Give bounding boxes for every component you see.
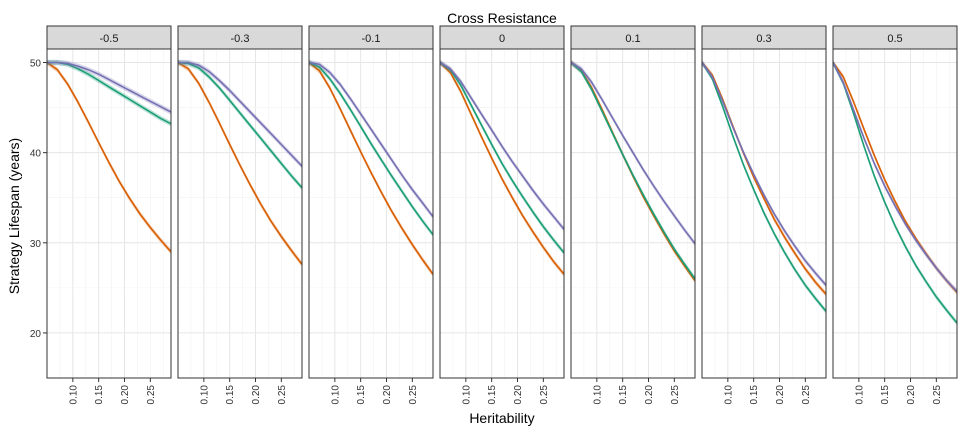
x-tick-label: 0.20: [120, 385, 131, 405]
facet-strip-label: 0.1: [625, 33, 640, 45]
panel-background: [309, 49, 433, 378]
panel-background: [47, 49, 171, 378]
series-line-green: [570, 61, 696, 280]
y-axis-title: Strategy Lifespan (years): [6, 138, 22, 294]
series-line-green: [832, 62, 958, 324]
grid-lines: [309, 49, 433, 379]
grid-lines: [47, 49, 171, 379]
grid-lines: [702, 49, 826, 379]
x-tick-label: 0.20: [906, 385, 917, 405]
series-line-purple: [832, 62, 958, 293]
series-line-purple: [570, 61, 696, 245]
panel-background: [571, 49, 695, 378]
panel-background: [440, 49, 564, 378]
x-tick-label: 0.20: [644, 385, 655, 405]
facet-panel: 0.3 0.10 0.15 0.20 0.25: [701, 25, 827, 405]
series-band-green: [309, 59, 433, 238]
grid-lines: [440, 49, 564, 379]
y-tick-label: 30: [30, 239, 42, 250]
facet-panel: 0.5 0.10 0.15 0.20 0.25: [832, 25, 958, 405]
x-tick-label: 0.25: [801, 385, 812, 405]
series-line-orange: [177, 61, 303, 265]
series-line-orange: [439, 61, 565, 275]
x-tick-label: 0.10: [461, 385, 472, 405]
x-tick-label: 0.15: [880, 385, 891, 405]
facet-strip-label: 0.5: [887, 33, 902, 45]
x-tick-label: 0.15: [749, 385, 760, 405]
x-tick-label: 0.25: [277, 385, 288, 405]
x-tick-label: 0.20: [775, 385, 786, 405]
chart-title: Cross Resistance: [447, 10, 557, 26]
facet-panel: -0.1 0.10 0.15 0.20 0.25: [308, 25, 434, 405]
series-line-purple: [47, 61, 172, 113]
panel-border: [701, 48, 827, 379]
series-line-green: [701, 62, 827, 312]
x-tick-label: 0.25: [408, 385, 419, 405]
facet-strip-label: 0.3: [756, 33, 771, 45]
x-tick-label: 0.25: [932, 385, 943, 405]
facet-strip-label: -0.3: [231, 33, 250, 45]
facet-strip-label: 0: [499, 33, 505, 45]
series-line-orange: [46, 61, 172, 253]
facet-panel: -0.3 0.10 0.15 0.20 0.25: [177, 25, 303, 405]
x-tick-label: 0.25: [670, 385, 681, 405]
facet-panel: 0 0.10 0.15 0.20 0.25: [439, 25, 565, 405]
y-tick-label: 20: [30, 329, 42, 340]
x-tick-label: 0.10: [592, 385, 603, 405]
series-line-green: [308, 61, 434, 236]
x-tick-label: 0.20: [251, 385, 262, 405]
x-tick-label: 0.10: [199, 385, 210, 405]
series-band-green: [571, 59, 695, 282]
series-line-green: [47, 61, 172, 125]
y-tick-label: 40: [30, 149, 42, 160]
x-tick-label: 0.10: [723, 385, 734, 405]
x-tick-label: 0.20: [382, 385, 393, 405]
x-tick-label: 0.15: [94, 385, 105, 405]
panel-border: [177, 48, 303, 379]
x-tick-label: 0.15: [225, 385, 236, 405]
facet-strip-label: -0.5: [100, 33, 119, 45]
x-tick-label: 0.25: [539, 385, 550, 405]
x-tick-label: 0.10: [854, 385, 865, 405]
series-line-purple: [439, 61, 565, 230]
x-tick-label: 0.15: [356, 385, 367, 405]
facet-strip-label: -0.1: [362, 33, 381, 45]
y-tick-label: 50: [30, 59, 42, 70]
series-line-purple: [701, 62, 827, 286]
series-line-green: [177, 61, 303, 189]
series-line-purple: [308, 61, 434, 218]
series-band-orange: [309, 59, 433, 277]
facet-panel: 0.1 0.10 0.15 0.20 0.25: [570, 25, 696, 405]
grid-lines: [833, 49, 957, 379]
series-band-orange: [178, 59, 302, 268]
series-line-purple: [178, 61, 303, 167]
x-axis-title: Heritability: [469, 410, 534, 426]
x-tick-label: 0.20: [513, 385, 524, 405]
panel-border: [439, 48, 565, 379]
x-tick-label: 0.10: [68, 385, 79, 405]
panel-border: [308, 48, 434, 379]
x-tick-label: 0.25: [146, 385, 157, 405]
facet-panel: -0.5 0.10 0.15 0.20 0.25: [46, 25, 172, 405]
series-line-green: [439, 61, 565, 254]
series-line-orange: [308, 61, 434, 275]
panel-border: [46, 48, 172, 379]
panel-border: [570, 48, 696, 379]
x-tick-label: 0.15: [487, 385, 498, 405]
x-tick-label: 0.15: [618, 385, 629, 405]
panel-background: [178, 49, 302, 378]
x-tick-label: 0.10: [330, 385, 341, 405]
panel-border: [832, 48, 958, 379]
series-band-green: [440, 59, 564, 256]
